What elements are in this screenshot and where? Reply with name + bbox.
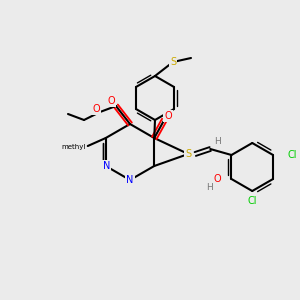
Text: O: O: [164, 111, 172, 121]
Text: Cl: Cl: [287, 150, 296, 160]
Text: N: N: [103, 161, 110, 171]
Text: H: H: [214, 136, 220, 146]
Text: O: O: [107, 96, 115, 106]
Text: methyl: methyl: [61, 144, 86, 150]
Text: S: S: [170, 57, 176, 67]
Text: H: H: [206, 182, 213, 191]
Text: S: S: [185, 149, 191, 159]
Text: O: O: [92, 104, 100, 114]
Text: O: O: [214, 174, 221, 184]
Text: N: N: [126, 175, 134, 185]
Text: Cl: Cl: [248, 196, 257, 206]
